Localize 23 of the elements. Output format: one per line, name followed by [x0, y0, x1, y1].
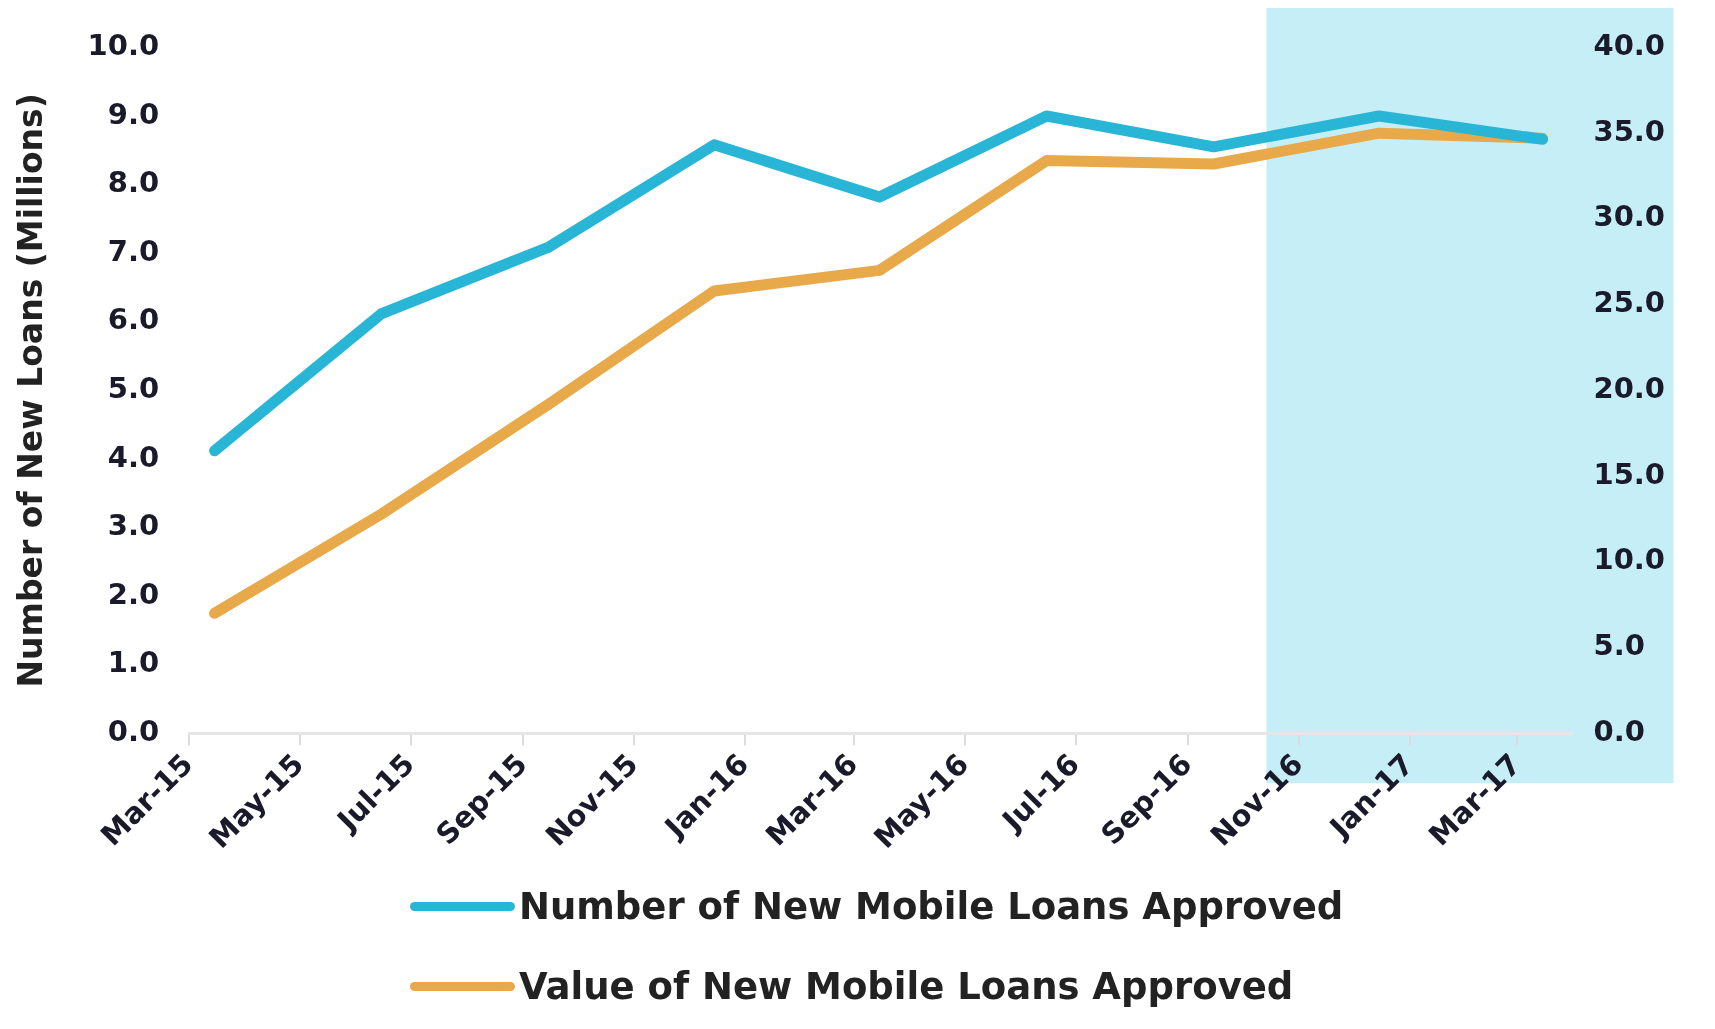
y2-tick-label: 30.0 [1593, 199, 1666, 234]
y-tick-label: 6.0 [107, 302, 160, 337]
y-tick-label: 4.0 [107, 439, 160, 474]
y2-tick-label: 20.0 [1593, 370, 1666, 405]
legend-label: Value of New Mobile Loans Approved [519, 964, 1294, 1008]
y-tick-label: 10.0 [87, 27, 160, 62]
y2-tick-label: 10.0 [1593, 542, 1666, 577]
y-axis-title: Number of New Loans (Millions) [11, 93, 51, 688]
y2-tick-label: 0.0 [1593, 713, 1645, 748]
y2-tick-label: 25.0 [1593, 285, 1666, 320]
y2-tick-label: 5.0 [1593, 628, 1645, 663]
y-tick-label: 7.0 [107, 233, 160, 268]
y2-tick-label: 40.0 [1593, 27, 1666, 62]
y-tick-label: 1.0 [107, 645, 160, 680]
y-tick-label: 3.0 [107, 508, 160, 543]
y-tick-label: 8.0 [107, 165, 160, 200]
y-tick-label: 2.0 [107, 576, 160, 611]
y-tick-label: 9.0 [107, 96, 160, 131]
legend-label: Number of New Mobile Loans Approved [519, 884, 1344, 928]
y2-tick-label: 35.0 [1593, 113, 1666, 148]
y-tick-label: 0.0 [107, 713, 160, 748]
y2-tick-label: 15.0 [1593, 456, 1666, 491]
y-tick-label: 5.0 [107, 370, 160, 405]
